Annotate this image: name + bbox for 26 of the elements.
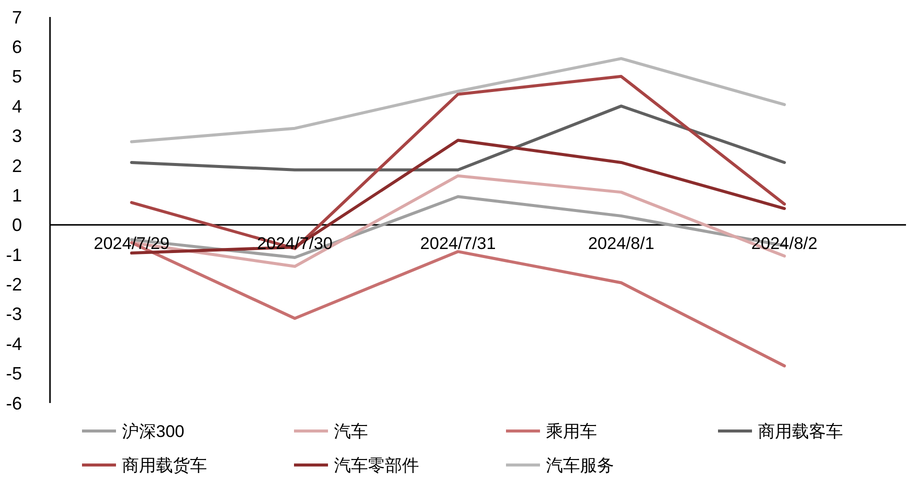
legend-label: 汽车零部件	[334, 456, 419, 475]
legend-label: 商用载货车	[122, 456, 207, 475]
x-tick-label: 2024/7/29	[94, 234, 170, 253]
y-tick-label: -1	[6, 244, 22, 265]
legend-label: 乘用车	[546, 422, 597, 441]
y-tick-label: -6	[6, 393, 22, 414]
y-tick-label: -4	[6, 334, 22, 354]
y-tick-label: 2	[12, 156, 22, 176]
legend-label: 商用载客车	[758, 422, 843, 441]
y-tick-label: 3	[12, 126, 22, 146]
legend-label: 汽车服务	[546, 456, 614, 475]
y-tick-label: 6	[12, 36, 22, 57]
y-tick-label: 0	[12, 215, 22, 236]
y-tick-label: -5	[6, 364, 22, 384]
y-tick-label: 7	[12, 7, 22, 28]
legend-label: 汽车	[334, 422, 368, 441]
y-tick-label: 4	[12, 96, 22, 116]
x-tick-label: 2024/8/2	[751, 234, 818, 253]
x-tick-label: 2024/8/1	[588, 234, 654, 253]
y-tick-label: 5	[12, 66, 22, 87]
y-tick-label: -3	[6, 304, 22, 324]
line-series	[130, 57, 786, 144]
y-tick-label: 1	[12, 185, 22, 206]
legend-label: 沪深300	[122, 422, 184, 441]
y-tick-label: -2	[6, 274, 22, 295]
x-tick-label: 2024/7/31	[420, 234, 496, 253]
